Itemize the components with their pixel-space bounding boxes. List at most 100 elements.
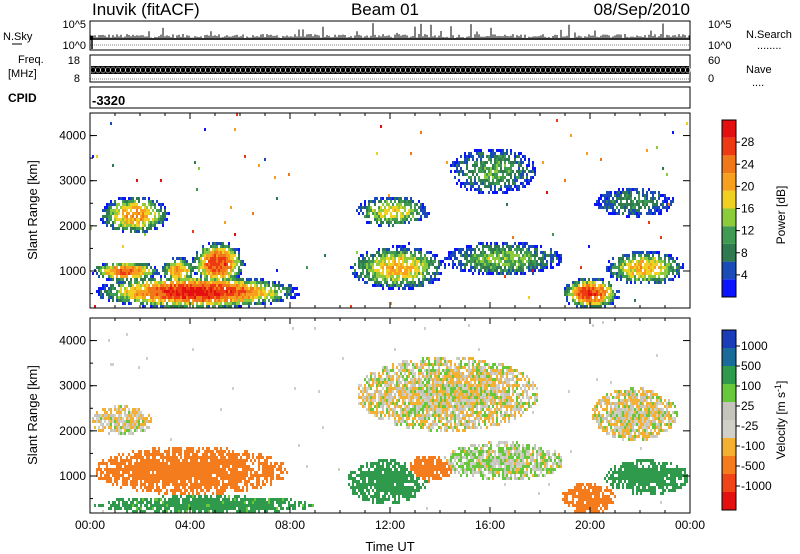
heatmap-cell xyxy=(106,477,108,480)
heatmap-cell xyxy=(260,284,262,287)
heatmap-cell xyxy=(138,206,140,209)
heatmap-cell xyxy=(536,251,538,254)
heatmap-cell xyxy=(380,224,382,227)
heatmap-cell xyxy=(108,293,110,296)
heatmap-cell xyxy=(144,504,146,507)
heatmap-cell xyxy=(100,462,102,465)
heatmap-cell xyxy=(136,510,138,513)
heatmap-cell xyxy=(198,269,200,272)
heatmap-cell xyxy=(660,260,662,263)
heatmap-cell xyxy=(608,281,610,284)
heatmap-cell xyxy=(188,501,190,504)
heatmap-cell xyxy=(154,281,156,284)
heatmap-cell xyxy=(588,299,590,302)
heatmap-cell xyxy=(250,278,252,281)
heatmap-cell xyxy=(638,251,640,254)
heatmap-cell xyxy=(198,266,200,269)
heatmap-cell xyxy=(146,230,148,233)
heatmap-cell xyxy=(196,477,198,480)
heatmap-cell xyxy=(126,263,128,266)
heatmap-cell xyxy=(104,468,106,471)
heatmap-cell xyxy=(158,462,160,465)
heatmap-cell xyxy=(152,453,154,456)
heatmap-cell xyxy=(122,263,124,266)
heatmap-cell xyxy=(138,218,140,221)
heatmap-cell xyxy=(208,489,210,492)
heatmap-cell xyxy=(206,477,208,480)
heatmap-cell xyxy=(480,149,482,152)
heatmap-cell xyxy=(478,170,480,173)
heatmap-cell xyxy=(662,200,664,203)
heatmap-cell xyxy=(146,266,148,269)
heatmap-cell xyxy=(404,218,406,221)
heatmap-cell xyxy=(630,281,632,284)
heatmap-cell xyxy=(182,462,184,465)
heatmap-cell xyxy=(230,284,232,287)
heatmap-cell xyxy=(390,215,392,218)
heatmap-cell xyxy=(154,453,156,456)
heatmap-cell xyxy=(232,260,234,263)
heatmap-cell xyxy=(644,278,646,281)
heatmap-cell xyxy=(506,179,508,182)
heatmap-cell xyxy=(144,510,146,513)
heatmap-cell xyxy=(122,468,124,471)
heatmap-cell xyxy=(180,293,182,296)
heatmap-cell xyxy=(148,480,150,483)
heatmap-cell xyxy=(196,254,198,257)
heatmap-cell xyxy=(174,266,176,269)
heatmap-cell xyxy=(420,281,422,284)
heatmap-cell xyxy=(448,254,450,257)
heatmap-cell xyxy=(628,263,630,266)
heatmap-cell xyxy=(206,504,208,507)
heatmap-cell xyxy=(258,302,260,305)
heatmap-cell xyxy=(206,272,208,275)
heatmap-cell xyxy=(564,293,566,296)
heatmap-cell xyxy=(136,224,138,227)
freq-tick-bottom: 8 xyxy=(74,73,80,85)
heatmap-cell xyxy=(534,257,536,260)
heatmap-cell xyxy=(220,242,222,245)
heatmap-cell xyxy=(112,269,114,272)
heatmap-cell xyxy=(482,248,484,251)
heatmap-cell xyxy=(222,269,224,272)
heatmap-cell xyxy=(532,167,534,170)
heatmap-cell xyxy=(406,215,408,218)
heatmap-cell xyxy=(670,266,672,269)
heatmap-cell xyxy=(528,266,530,269)
heatmap-cell xyxy=(600,158,602,161)
heatmap-cell xyxy=(192,290,194,293)
heatmap-cell xyxy=(268,293,270,296)
heatmap-cell xyxy=(634,203,636,206)
heatmap-cell xyxy=(286,290,288,293)
heatmap-cell xyxy=(184,293,186,296)
heatmap-cell xyxy=(134,293,136,296)
heatmap-cell xyxy=(642,200,644,203)
heatmap-cell xyxy=(596,203,598,206)
heatmap-cell xyxy=(146,462,148,465)
heatmap-cell xyxy=(390,302,392,305)
heatmap-cell xyxy=(656,209,658,212)
heatmap-cell xyxy=(528,254,530,257)
heatmap-cell xyxy=(396,272,398,275)
heatmap-cell xyxy=(156,287,158,290)
heatmap-cell xyxy=(406,269,408,272)
heatmap-cell xyxy=(594,281,596,284)
heatmap-cell xyxy=(658,275,660,278)
heatmap-cell xyxy=(522,245,524,248)
heatmap-cell xyxy=(496,176,498,179)
heatmap-cell xyxy=(478,263,480,266)
heatmap-cell xyxy=(118,429,120,432)
heatmap-cell xyxy=(236,263,238,266)
heatmap-cell xyxy=(472,272,474,275)
heatmap-cell xyxy=(668,203,670,206)
heatmap-cell xyxy=(146,281,148,284)
heatmap-cell xyxy=(182,263,184,266)
heatmap-cell xyxy=(106,218,108,221)
heatmap-cell xyxy=(510,164,512,167)
heatmap-cell xyxy=(210,296,212,299)
heatmap-cell xyxy=(102,504,104,507)
heatmap-cell xyxy=(188,263,190,266)
heatmap-cell xyxy=(518,269,520,272)
heatmap-cell xyxy=(578,302,580,305)
heatmap-cell xyxy=(518,254,520,257)
